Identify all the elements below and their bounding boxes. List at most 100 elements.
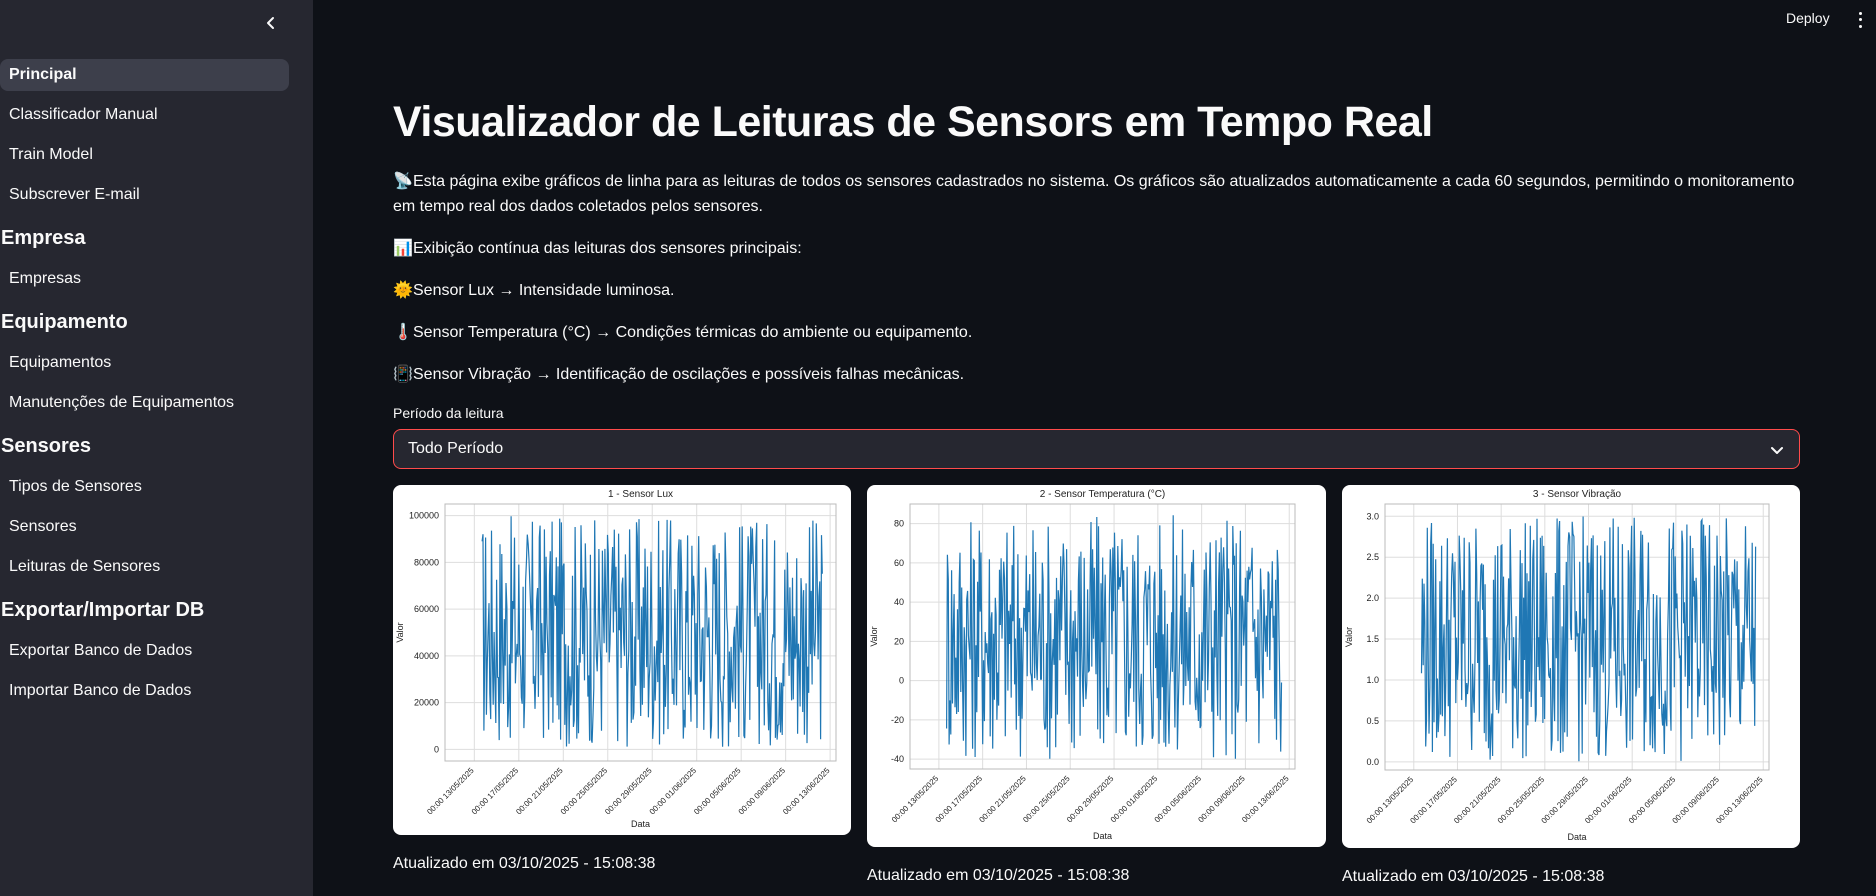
x-tick-label: 00:00 13/05/2025 bbox=[425, 766, 476, 817]
thermometer-icon: 🌡️ bbox=[393, 324, 413, 341]
bullet-4: 📳Sensor Vibração → Identificação de osci… bbox=[393, 362, 1800, 387]
chevron-left-icon bbox=[267, 17, 274, 29]
chart-sensor-lux: 1 - Sensor Lux 0 20000 40000 60000 80000 10000… bbox=[395, 489, 837, 829]
y-tick-label: 2.0 bbox=[1366, 593, 1379, 603]
page-title: Visualizador de Leituras de Sensors em T… bbox=[393, 98, 1433, 146]
y-tick-label: -20 bbox=[891, 715, 904, 725]
bullet-text: Sensor Temperatura (°C) → Condições térm… bbox=[413, 324, 973, 341]
period-select[interactable]: Todo Período bbox=[393, 429, 1800, 469]
x-tick-label: 00:00 29/05/2025 bbox=[603, 766, 654, 817]
chart-sensor-temperatura: 2 - Sensor Temperatura (°C) -40 -20 0 20 40 60… bbox=[869, 489, 1296, 841]
sidebar-item-importar-banco[interactable]: Importar Banco de Dados bbox=[9, 682, 192, 699]
sidebar-item-equipamentos[interactable]: Equipamentos bbox=[9, 354, 112, 371]
y-tick-label: 1.0 bbox=[1366, 675, 1379, 685]
x-tick-label: 00:00 13/06/2025 bbox=[781, 766, 832, 817]
x-tick-label: 00:00 29/05/2025 bbox=[1065, 774, 1116, 825]
y-axis-label: Valor bbox=[395, 622, 405, 642]
x-tick-label: 00:00 17/05/2025 bbox=[470, 766, 521, 817]
y-tick-label: -40 bbox=[891, 754, 904, 764]
x-tick-label: 00:00 17/05/2025 bbox=[1408, 775, 1459, 826]
sidebar-item-train-model[interactable]: Train Model bbox=[9, 146, 93, 163]
y-tick-label: 3.0 bbox=[1366, 511, 1379, 521]
sidebar-item-sensores[interactable]: Sensores bbox=[9, 518, 77, 535]
dot bbox=[1858, 18, 1862, 22]
sidebar-section-empresa: Empresa bbox=[1, 227, 86, 249]
chart-card-lux: 1 - Sensor Lux 0 20000 40000 60000 80000 10000… bbox=[393, 485, 851, 835]
main-menu-button[interactable] bbox=[1853, 10, 1867, 30]
x-tick-label: 00:00 05/06/2025 bbox=[1627, 775, 1678, 826]
intro-text: Esta página exibe gráficos de linha para… bbox=[393, 173, 1795, 215]
x-axis-label: Data bbox=[1567, 832, 1586, 842]
updated-timestamp-temperatura: Atualizado em 03/10/2025 - 15:08:38 bbox=[867, 867, 1130, 884]
x-tick-label: 00:00 25/05/2025 bbox=[1496, 775, 1547, 826]
deploy-button[interactable]: Deploy bbox=[1786, 10, 1830, 26]
sun-icon: 🌞 bbox=[393, 282, 413, 299]
chevron-down-icon bbox=[1771, 447, 1783, 454]
sidebar-item-classificador-manual[interactable]: Classificador Manual bbox=[9, 106, 158, 123]
series-line bbox=[946, 515, 1283, 759]
sidebar-nav: Principal Classificador Manual Train Mod… bbox=[0, 59, 289, 715]
dot bbox=[1858, 25, 1862, 29]
plot-frame bbox=[909, 503, 1296, 770]
y-tick-label: 0 bbox=[434, 744, 439, 754]
sidebar-section-equipamento: Equipamento bbox=[1, 311, 128, 333]
bar-chart-icon: 📊 bbox=[393, 240, 413, 257]
x-tick-label: 00:00 09/06/2025 bbox=[1196, 774, 1247, 825]
x-tick-label: 00:00 09/06/2025 bbox=[1671, 775, 1722, 826]
period-select-label: Período da leitura bbox=[393, 405, 504, 421]
sidebar: Principal Classificador Manual Train Mod… bbox=[0, 0, 313, 896]
bullet-3: 🌡️Sensor Temperatura (°C) → Condições té… bbox=[393, 320, 1800, 345]
collapse-sidebar-button[interactable] bbox=[260, 12, 282, 34]
y-tick-label: 20000 bbox=[414, 698, 439, 708]
bullet-2: 🌞Sensor Lux → Intensidade luminosa. bbox=[393, 278, 1800, 303]
sidebar-item-subscrever-email[interactable]: Subscrever E-mail bbox=[9, 186, 140, 203]
sidebar-item-principal[interactable]: Principal bbox=[0, 59, 289, 91]
bullet-text: Sensor Lux → Intensidade luminosa. bbox=[413, 282, 675, 299]
series-line bbox=[481, 516, 823, 747]
dot bbox=[1858, 11, 1862, 15]
y-tick-label: 80 bbox=[894, 519, 904, 529]
x-tick-label: 00:00 05/06/2025 bbox=[692, 766, 743, 817]
chart-card-temperatura: 2 - Sensor Temperatura (°C) -40 -20 0 20 40 60… bbox=[867, 485, 1326, 847]
chart-sensor-vibracao: 3 - Sensor Vibração 0.0 0.5 1.0 1.5 2.0 2.5 3.0… bbox=[1344, 489, 1770, 842]
plot-frame bbox=[1384, 503, 1770, 771]
sidebar-item-leituras-de-sensores[interactable]: Leituras de Sensores bbox=[9, 558, 161, 575]
plot-frame bbox=[444, 503, 837, 762]
sidebar-item-manutencoes[interactable]: Manutenções de Equipamentos bbox=[9, 394, 235, 411]
y-tick-label: 80000 bbox=[414, 557, 439, 567]
x-tick-label: 00:00 05/06/2025 bbox=[1153, 774, 1204, 825]
sidebar-item-empresas[interactable]: Empresas bbox=[9, 270, 82, 287]
x-tick-label: 00:00 25/05/2025 bbox=[1021, 774, 1072, 825]
bullet-text: Exibição contínua das leituras dos senso… bbox=[413, 240, 802, 257]
updated-timestamp-vibracao: Atualizado em 03/10/2025 - 15:08:38 bbox=[1342, 868, 1605, 885]
x-tick-label: 00:00 17/05/2025 bbox=[934, 774, 985, 825]
x-tick-label: 00:00 13/05/2025 bbox=[890, 774, 941, 825]
y-tick-label: 2.5 bbox=[1366, 552, 1379, 562]
y-tick-label: 40000 bbox=[414, 651, 439, 661]
sidebar-item-tipos-de-sensores[interactable]: Tipos de Sensores bbox=[9, 478, 142, 495]
chart-title: 3 - Sensor Vibração bbox=[1533, 489, 1622, 500]
y-tick-label: 1.5 bbox=[1366, 634, 1379, 644]
series-line bbox=[1420, 516, 1757, 762]
updated-timestamp-lux: Atualizado em 03/10/2025 - 15:08:38 bbox=[393, 855, 656, 872]
x-axis-label: Data bbox=[631, 819, 650, 829]
chart-title: 1 - Sensor Lux bbox=[608, 489, 673, 500]
x-axis-label: Data bbox=[1093, 831, 1112, 841]
x-tick-label: 00:00 21/05/2025 bbox=[977, 774, 1028, 825]
x-tick-label: 00:00 29/05/2025 bbox=[1540, 775, 1591, 826]
x-tick-label: 00:00 01/06/2025 bbox=[1109, 774, 1160, 825]
y-tick-label: 0.0 bbox=[1366, 757, 1379, 767]
sidebar-section-sensores: Sensores bbox=[1, 435, 92, 457]
y-axis-label: Valor bbox=[869, 626, 879, 646]
y-tick-label: 40 bbox=[894, 597, 904, 607]
sidebar-section-exportar-importar: Exportar/Importar DB bbox=[1, 599, 205, 621]
sidebar-item-exportar-banco[interactable]: Exportar Banco de Dados bbox=[9, 642, 193, 659]
x-tick-label: 00:00 13/06/2025 bbox=[1240, 774, 1291, 825]
intro-paragraph: 📡Esta página exibe gráficos de linha par… bbox=[393, 169, 1800, 219]
bullet-1: 📊Exibição contínua das leituras dos sens… bbox=[393, 236, 1800, 261]
y-tick-label: 100000 bbox=[409, 511, 439, 521]
period-select-value: Todo Período bbox=[408, 440, 504, 457]
x-tick-label: 00:00 13/06/2025 bbox=[1714, 775, 1765, 826]
y-tick-label: 0 bbox=[899, 676, 904, 686]
chart-title: 2 - Sensor Temperatura (°C) bbox=[1040, 489, 1166, 500]
